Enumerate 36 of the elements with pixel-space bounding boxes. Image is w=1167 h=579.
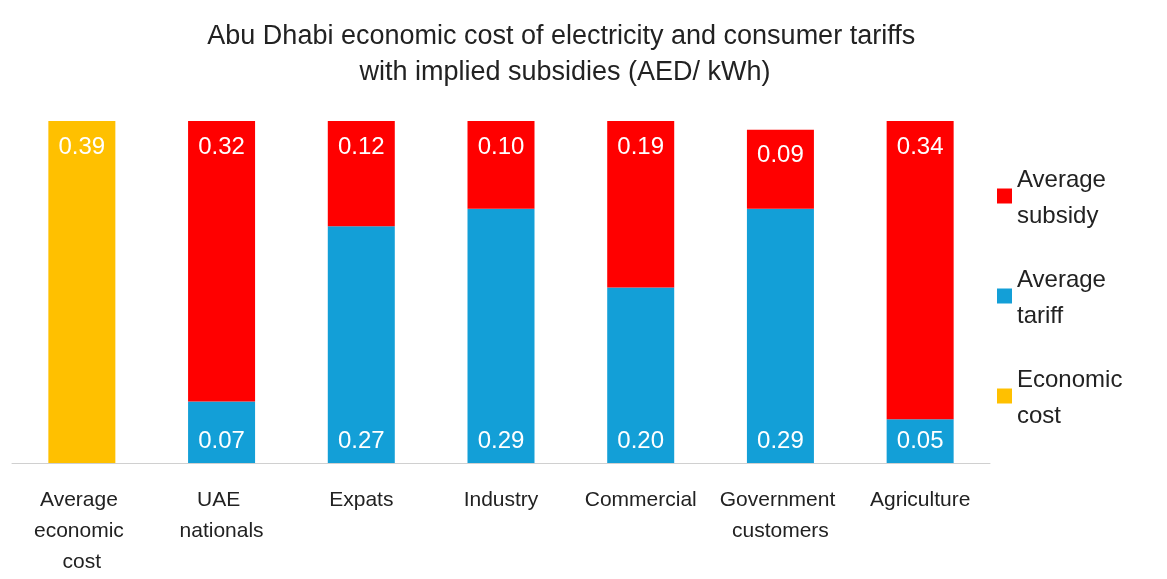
bar: [188, 401, 256, 463]
bar: [467, 121, 535, 209]
bar: [746, 129, 814, 209]
bar: [607, 121, 675, 288]
bar: [746, 208, 814, 463]
data-label: 0.32: [198, 131, 245, 159]
x-tick-label: Average economic cost: [34, 487, 130, 572]
bar: [48, 121, 116, 463]
x-tick-label: Expats: [329, 487, 394, 510]
data-label: 0.39: [58, 131, 106, 159]
data-label: 0.05: [896, 425, 944, 453]
x-tick-label: UAE nationals: [179, 487, 264, 541]
chart-title: Abu Dhabi economic cost of electricity and consumer tariffs with implied subsidies (AED/ kWh): [207, 20, 923, 86]
bar: [327, 121, 395, 227]
data-label: 0.34: [896, 131, 944, 159]
data-label: 0.19: [617, 131, 665, 159]
bar: [188, 121, 256, 402]
x-tick-label: Industry: [463, 487, 539, 510]
data-label: 0.12: [337, 131, 385, 159]
bar: [467, 208, 535, 463]
data-label: 0.09: [757, 140, 804, 168]
legend-label: Average subsidy: [1017, 164, 1113, 228]
x-tick-label: Government customers: [719, 487, 842, 541]
bar: [607, 287, 675, 463]
data-label: 0.10: [477, 131, 525, 159]
data-label: 0.29: [757, 425, 804, 453]
data-label: 0.20: [617, 425, 665, 453]
x-tick-label: Commercial: [584, 487, 697, 510]
x-tick-label: Agriculture: [869, 487, 971, 510]
bar: [327, 226, 395, 463]
data-label: 0.29: [477, 425, 525, 453]
legend-label: Average tariff: [1017, 264, 1113, 328]
bar: [886, 121, 954, 420]
data-label: 0.07: [198, 425, 245, 453]
data-label: 0.27: [337, 425, 385, 453]
legend-label: Economic cost: [1017, 364, 1130, 428]
